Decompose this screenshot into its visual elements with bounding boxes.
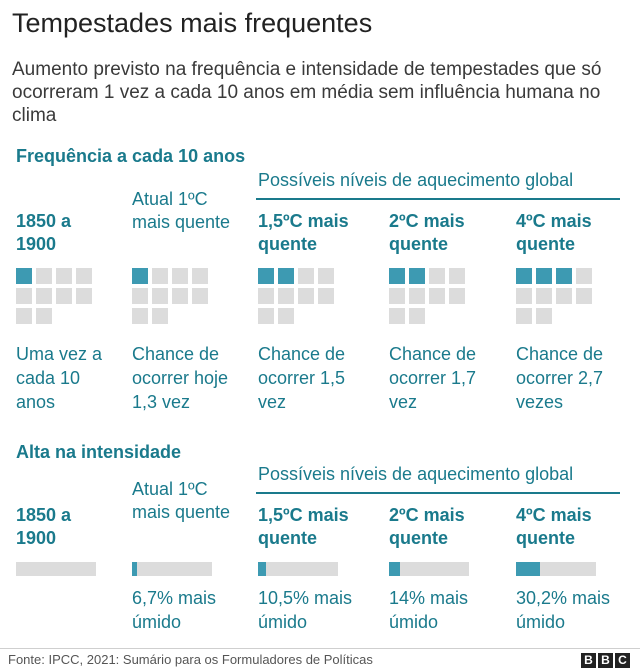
- frequency-cell-filled: [132, 268, 148, 284]
- frequency-cell-empty: [318, 268, 334, 284]
- frequency-cell-empty: [556, 288, 572, 304]
- freq-col-head-0: 1850 a 1900: [16, 211, 72, 254]
- int-col-foot-3: 14% mais úmido: [389, 588, 469, 632]
- frequency-cell-empty: [298, 268, 314, 284]
- frequency-cell-empty: [536, 288, 552, 304]
- frequency-cell-empty: [172, 268, 188, 284]
- freq-col-head-3: 2ºC mais quente: [389, 211, 465, 254]
- frequency-cell-empty: [152, 308, 168, 324]
- frequency-cell-empty: [449, 268, 465, 284]
- frequency-cell-empty: [576, 268, 592, 284]
- frequency-cell-empty: [278, 288, 294, 304]
- frequency-cell-filled: [536, 268, 552, 284]
- frequency-cell-empty: [516, 308, 532, 324]
- source-text: Fonte: IPCC, 2021: Sumário para os Formu…: [8, 652, 373, 667]
- frequency-cell-filled: [278, 268, 294, 284]
- freq-col-foot-2: Chance de ocorrer 1,5 vez: [258, 344, 346, 412]
- bbc-logo-letter: B: [581, 653, 596, 668]
- intensity-bar-fill-1: [132, 562, 137, 576]
- frequency-cell-filled: [258, 268, 274, 284]
- frequency-cell-empty: [409, 308, 425, 324]
- freq-col-head-4: 4ºC mais quente: [516, 211, 592, 254]
- frequency-cell-empty: [16, 288, 32, 304]
- intensity-bar-fill-4: [516, 562, 540, 576]
- frequency-cell-empty: [429, 288, 445, 304]
- frequency-cell-empty: [409, 288, 425, 304]
- int-col-head-4: 4ºC mais quente: [516, 505, 592, 548]
- intensity-bar-0: [16, 562, 96, 576]
- frequency-cell-empty: [258, 288, 274, 304]
- frequency-cell-empty: [449, 288, 465, 304]
- frequency-cell-empty: [429, 268, 445, 284]
- frequency-cell-empty: [36, 268, 52, 284]
- frequency-cell-empty: [536, 308, 552, 324]
- int-col-head-3: 2ºC mais quente: [389, 505, 465, 548]
- intensity-bar-2: [258, 562, 338, 576]
- intensity-bar-fill-3: [389, 562, 400, 576]
- intensity-bar-4: [516, 562, 596, 576]
- int-col-foot-1: 6,7% mais úmido: [132, 588, 217, 632]
- int-col-foot-4: 30,2% mais úmido: [516, 588, 611, 632]
- int-col-foot-2: 10,5% mais úmido: [258, 588, 353, 632]
- frequency-cell-empty: [172, 288, 188, 304]
- frequency-section-title: Frequência a cada 10 anos: [16, 146, 246, 166]
- frequency-cell-empty: [389, 308, 405, 324]
- frequency-cell-filled: [556, 268, 572, 284]
- frequency-cell-filled: [409, 268, 425, 284]
- frequency-cell-empty: [36, 308, 52, 324]
- frequency-cell-filled: [16, 268, 32, 284]
- freq-col-foot-4: Chance de ocorrer 2,7 vezes: [516, 344, 604, 412]
- freq-col-foot-0: Uma vez a cada 10 anos: [16, 344, 103, 412]
- frequency-global-line: [256, 198, 620, 200]
- bbc-logo-letter: B: [598, 653, 613, 668]
- frequency-cell-empty: [132, 288, 148, 304]
- frequency-cell-empty: [192, 288, 208, 304]
- frequency-cell-empty: [76, 268, 92, 284]
- frequency-cell-filled: [516, 268, 532, 284]
- int-col-head-2: 1,5ºC mais quente: [258, 505, 349, 548]
- intensity-bar-fill-2: [258, 562, 266, 576]
- freq-col-head-1: Atual 1ºC mais quente: [132, 189, 231, 232]
- page-title: Tempestades mais frequentes: [12, 8, 373, 38]
- frequency-cell-empty: [152, 288, 168, 304]
- int-col-head-1: Atual 1ºC mais quente: [132, 479, 231, 522]
- frequency-cell-filled: [389, 268, 405, 284]
- intensity-bar-3: [389, 562, 469, 576]
- bbc-logo-letter: C: [615, 653, 630, 668]
- freq-col-head-2: 1,5ºC mais quente: [258, 211, 349, 254]
- freq-col-foot-1: Chance de ocorrer hoje 1,3 vez: [132, 344, 229, 412]
- frequency-cell-empty: [16, 308, 32, 324]
- intensity-global-line: [256, 492, 620, 494]
- frequency-cell-empty: [56, 268, 72, 284]
- frequency-cell-empty: [76, 288, 92, 304]
- frequency-cell-empty: [318, 288, 334, 304]
- frequency-cell-empty: [258, 308, 274, 324]
- frequency-cell-empty: [516, 288, 532, 304]
- intensity-bar-1: [132, 562, 212, 576]
- frequency-cell-empty: [389, 288, 405, 304]
- frequency-cell-empty: [36, 288, 52, 304]
- frequency-cell-empty: [192, 268, 208, 284]
- footer-divider: [0, 648, 640, 649]
- intensity-section-title: Alta na intensidade: [16, 442, 182, 462]
- page-subtitle: Aumento previsto na frequência e intensi…: [12, 59, 602, 126]
- frequency-cell-empty: [56, 288, 72, 304]
- frequency-cell-empty: [132, 308, 148, 324]
- frequency-cell-empty: [576, 288, 592, 304]
- frequency-cell-empty: [278, 308, 294, 324]
- freq-col-foot-3: Chance de ocorrer 1,7 vez: [389, 344, 477, 412]
- frequency-cell-empty: [298, 288, 314, 304]
- int-col-head-0: 1850 a 1900: [16, 505, 72, 548]
- bbc-logo: B B C: [581, 653, 630, 668]
- frequency-global-label: Possíveis níveis de aquecimento global: [258, 170, 574, 190]
- intensity-global-label: Possíveis níveis de aquecimento global: [258, 464, 574, 484]
- frequency-cell-empty: [152, 268, 168, 284]
